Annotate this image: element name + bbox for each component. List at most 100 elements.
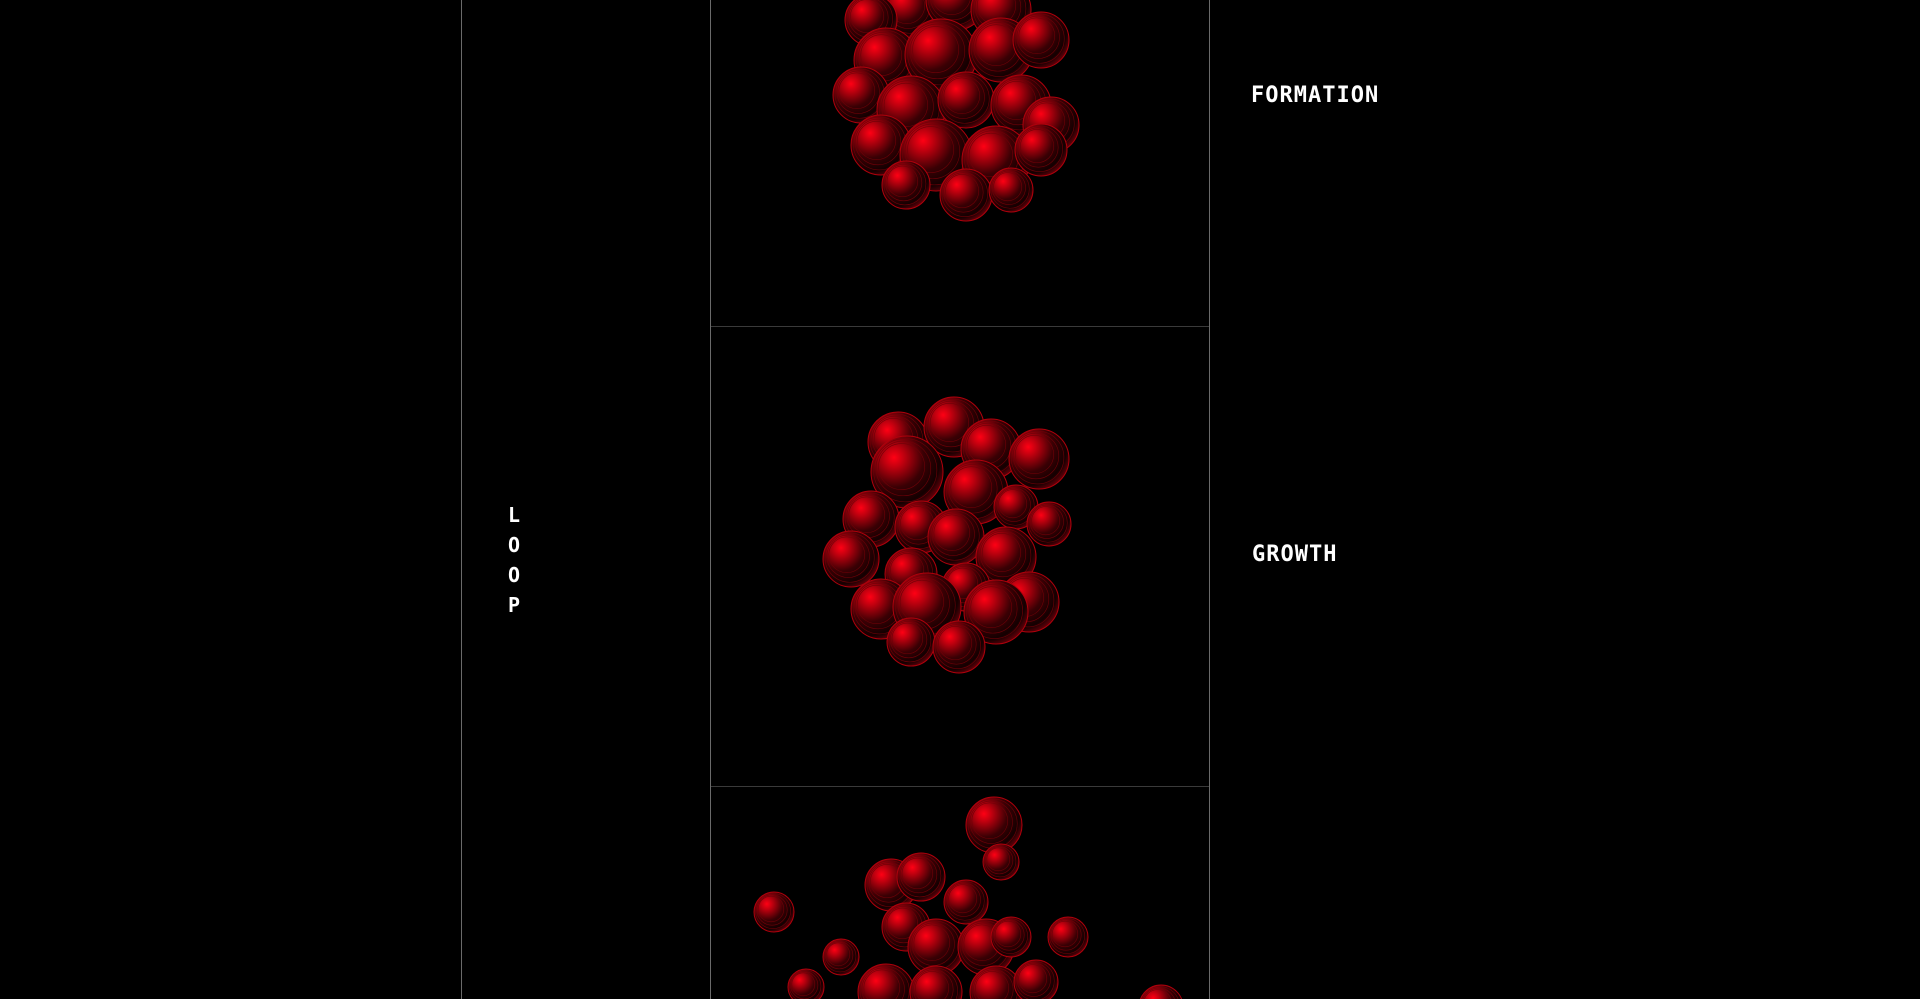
sphere-ring [941,170,988,217]
sphere-ring [848,496,886,534]
sphere-ring [838,72,876,110]
sphere-ring [828,536,866,574]
sphere [965,796,1023,854]
sphere-ring [850,0,885,34]
sphere-ring [1010,430,1065,485]
sphere-ring [973,969,1014,999]
sphere-ring [859,965,910,999]
sphere-ring [945,174,980,209]
sphere-ring [886,165,919,198]
sphere-ring [1049,918,1085,954]
sphere-ring [890,621,928,659]
sphere-ring [1012,432,1060,480]
sphere-ring [985,846,1014,875]
sphere [1047,916,1089,958]
sphere-ring [993,172,1023,202]
sphere-ring [1051,920,1079,948]
sphere-ring [994,920,1022,948]
sphere-ring [948,464,998,514]
sphere [988,167,1034,213]
sphere [896,852,946,902]
sphere-ring [970,586,1012,628]
sphere-ring [913,924,951,962]
sphere-ring [939,73,990,124]
sphere-ring [1014,435,1054,475]
sphere-ring [861,967,905,999]
sphere-ring [936,624,977,665]
sphere-ring [979,530,1027,578]
sphere-ring [857,121,897,161]
sphere-ring [826,534,870,578]
sphere-cluster-loose-icon [822,396,1072,674]
sphere [909,965,963,999]
sphere-ring [996,81,1036,121]
sphere-ring [1018,17,1056,55]
sphere-ring [883,82,928,127]
sphere-ring [981,533,1021,573]
sphere-ring [1016,125,1063,172]
sphere [1026,501,1072,547]
sphere-ring [901,857,934,890]
sphere-ring [945,881,985,921]
sphere [990,916,1032,958]
sphere-ring [1144,989,1172,999]
sphere-ring [929,510,980,561]
panel-formation [711,0,1209,326]
panel-growth [711,327,1209,786]
left-column-divider [461,0,462,999]
sphere-ring [915,971,950,999]
sphere-ring [968,132,1013,177]
sphere [1008,428,1070,490]
sphere-ring [883,162,927,206]
sphere-ring [909,23,966,80]
sphere-ring [825,941,854,970]
sphere-ring [1016,15,1060,59]
sphere [822,938,860,976]
sphere-ring [1020,129,1055,164]
sphere [753,891,795,933]
sphere-ring [965,581,1023,639]
sphere-ring [907,126,954,173]
sphere-ring [943,77,981,115]
sphere-ring [863,969,901,999]
sphere-ring [757,895,785,923]
sphere-ring [950,466,992,508]
sphere-ring [875,440,932,497]
sphere [886,617,936,667]
sphere-ring [996,487,1031,522]
sphere-ring [886,907,919,940]
sphere-ring [1031,506,1061,536]
sphere-ring [1028,503,1068,543]
sphere-ring [788,969,822,999]
sphere-ring [826,942,851,967]
sphere-ring [911,922,955,966]
loop-letter: P [507,593,521,617]
panel-left-divider [710,0,711,999]
sphere-ring [930,403,970,443]
loop-vertical-label: L O O P [504,500,524,620]
sphere-ring [1018,127,1059,168]
sphere-ring [791,972,816,997]
sphere-ring [993,919,1025,951]
sphere-ring [948,884,978,914]
sphere [822,530,880,588]
sphere-ring [933,514,971,552]
sphere-ring [1050,919,1082,951]
sphere-ring [1018,964,1048,994]
sphere-ring [885,164,923,202]
sphere-ring [873,438,938,503]
sphere [937,71,995,129]
sphere-ring [878,443,925,490]
sphere-ring [992,918,1028,954]
sphere-ring [969,800,1013,844]
sphere [943,879,989,925]
sphere-ring [971,802,1009,840]
sphere-ring [755,893,791,929]
sphere [932,620,986,674]
panel-dispersed [711,787,1209,999]
sphere-ring [913,969,954,999]
sphere-ring [904,123,961,180]
sphere-ring [1141,986,1179,999]
sphere-ring [756,894,788,926]
sphere-ring [930,0,976,21]
